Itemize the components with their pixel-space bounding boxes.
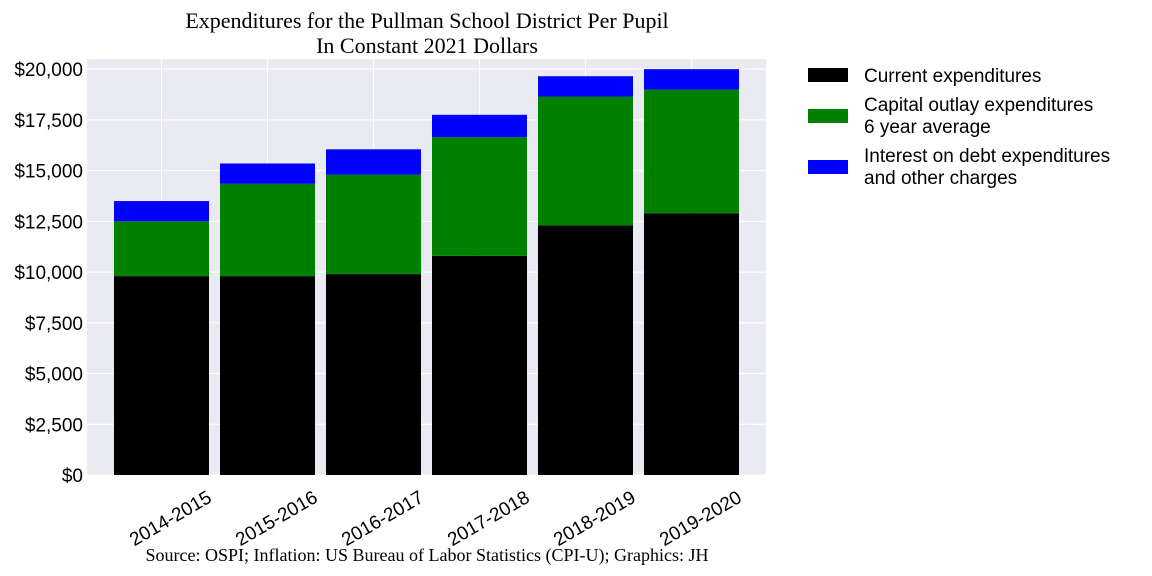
bar-capital-outlay-2014-2015 bbox=[114, 221, 209, 277]
y-tick-label: $17,500 bbox=[14, 111, 83, 132]
x-tick-label: 2017-2018 bbox=[444, 487, 533, 551]
bar-interest-on-debt-2016-2017 bbox=[326, 149, 421, 175]
legend-swatch-capital-outlay bbox=[808, 109, 848, 123]
source-note: Source: OSPI; Inflation: US Bureau of La… bbox=[146, 545, 709, 566]
legend-label-capital-outlay: 6 year average bbox=[864, 117, 991, 138]
y-tick-label: $0 bbox=[62, 466, 83, 487]
y-tick-label: $2,500 bbox=[25, 415, 83, 436]
x-tick-label: 2018-2019 bbox=[550, 487, 639, 551]
bar-current-2015-2016 bbox=[220, 276, 315, 475]
bar-capital-outlay-2016-2017 bbox=[326, 174, 421, 275]
bar-capital-outlay-2015-2016 bbox=[220, 183, 315, 277]
legend-label-current: Current expenditures bbox=[864, 66, 1041, 87]
y-axis-ticks: $0 $2,500 $5,000 $7,500 $10,000 $12,500 $15,00… bbox=[14, 60, 83, 487]
bar-interest-on-debt-2014-2015 bbox=[114, 201, 209, 222]
legend-swatch-interest-on-debt bbox=[808, 160, 848, 174]
legend-swatch-current bbox=[808, 68, 848, 82]
bar-current-2018-2019 bbox=[538, 225, 633, 475]
y-tick-label: $7,500 bbox=[25, 314, 83, 335]
x-tick-label: 2016-2017 bbox=[338, 487, 427, 551]
legend-label-interest-on-debt: and other charges bbox=[864, 168, 1017, 189]
bar-interest-on-debt-2017-2018 bbox=[432, 114, 527, 138]
x-axis-ticks: 2014-2015 2015-2016 2016-2017 2017-2018 2018… bbox=[126, 487, 745, 551]
chart-title: Expenditures for the Pullman School Dist… bbox=[185, 8, 668, 33]
bar-current-2014-2015 bbox=[114, 276, 209, 475]
bar-current-2017-2018 bbox=[432, 255, 527, 475]
legend-label-capital-outlay: Capital outlay expenditures bbox=[864, 95, 1093, 116]
y-tick-label: $15,000 bbox=[14, 162, 83, 183]
bar-capital-outlay-2017-2018 bbox=[432, 137, 527, 256]
x-tick-label: 2015-2016 bbox=[232, 487, 321, 551]
chart-subtitle: In Constant 2021 Dollars bbox=[316, 33, 538, 58]
bars bbox=[114, 69, 739, 475]
y-tick-label: $12,500 bbox=[14, 212, 83, 233]
bar-current-2019-2020 bbox=[644, 213, 739, 475]
legend: Current expenditures Capital outlay expen… bbox=[808, 66, 1110, 189]
legend-label-interest-on-debt: Interest on debt expenditures bbox=[864, 146, 1110, 167]
bar-capital-outlay-2019-2020 bbox=[644, 89, 739, 214]
y-tick-label: $5,000 bbox=[25, 365, 83, 386]
bar-interest-on-debt-2015-2016 bbox=[220, 163, 315, 184]
y-tick-label: $10,000 bbox=[14, 263, 83, 284]
bar-current-2016-2017 bbox=[326, 274, 421, 475]
bar-capital-outlay-2018-2019 bbox=[538, 96, 633, 226]
y-tick-label: $20,000 bbox=[14, 60, 83, 81]
bar-interest-on-debt-2018-2019 bbox=[538, 76, 633, 97]
x-tick-label: 2019-2020 bbox=[656, 487, 745, 551]
bar-interest-on-debt-2019-2020 bbox=[644, 69, 739, 90]
x-tick-label: 2014-2015 bbox=[126, 487, 215, 551]
